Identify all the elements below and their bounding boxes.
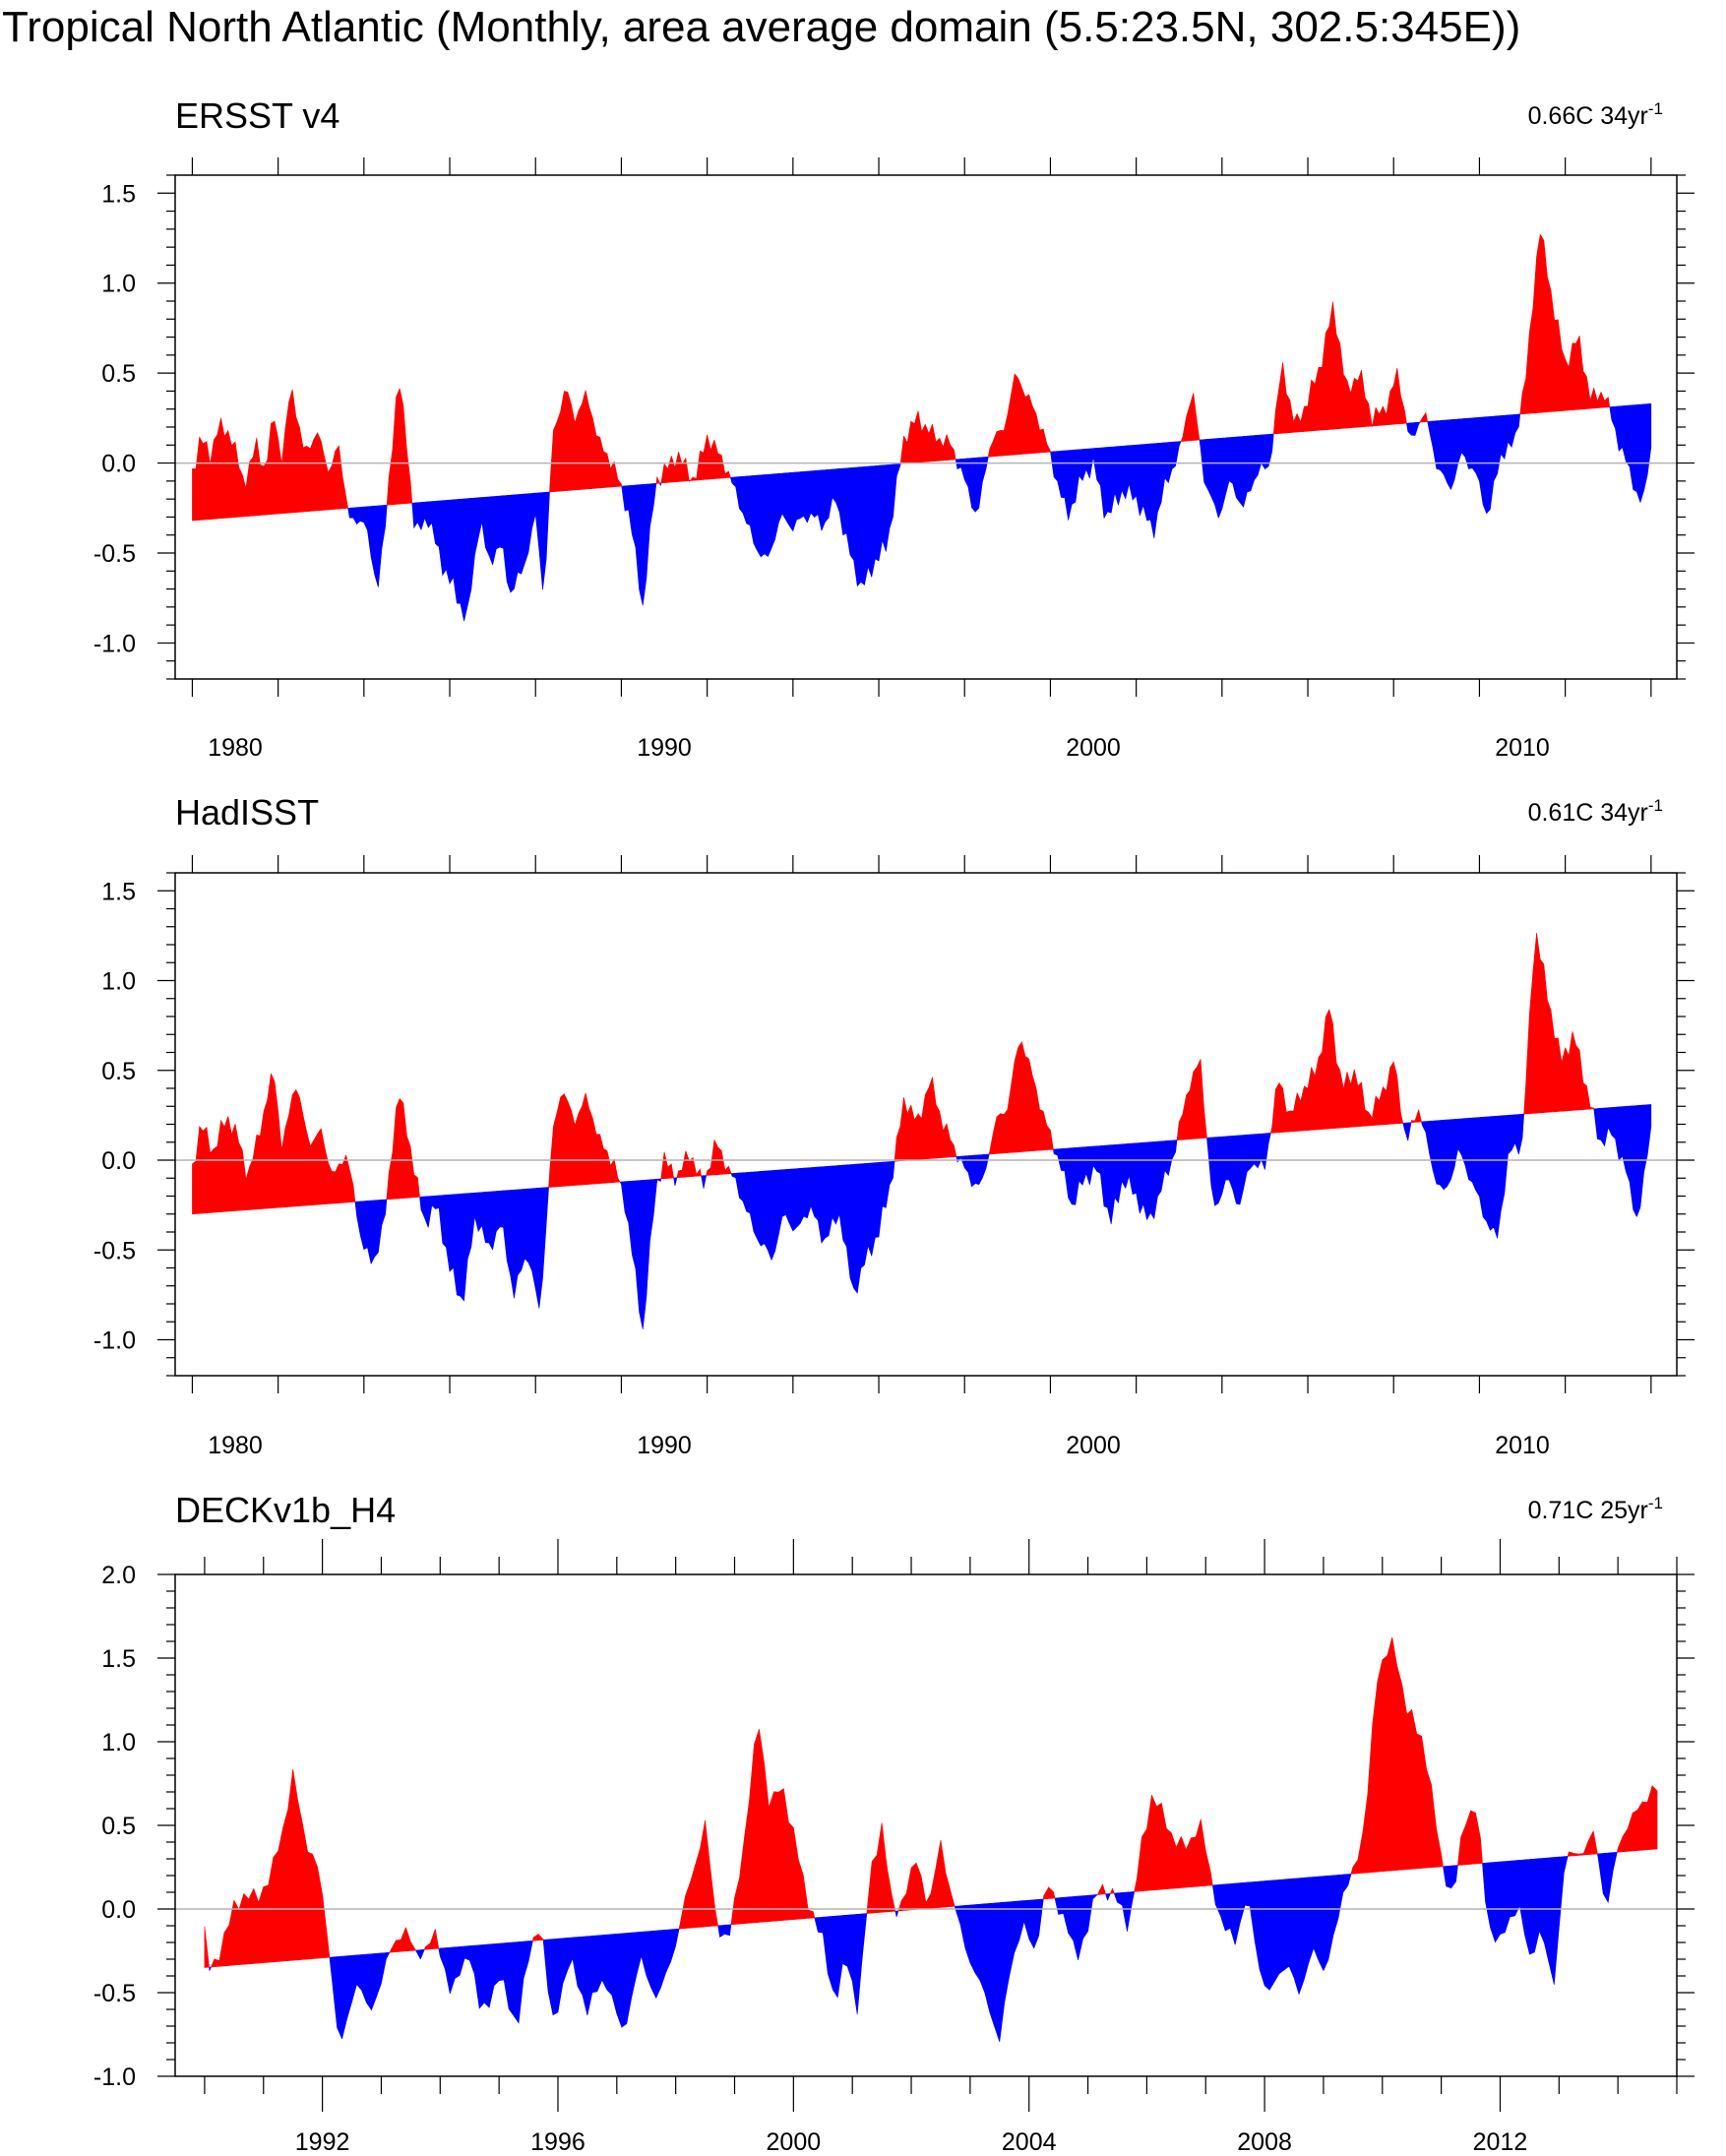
trend-label: 0.61C 34yr-1 — [1528, 796, 1663, 827]
y-tick-label: 0.0 — [101, 451, 136, 478]
y-tick-label: -0.5 — [93, 540, 136, 568]
y-tick-label: 2.0 — [101, 1562, 136, 1589]
figure-title: Tropical North Atlantic (Monthly, area a… — [2, 3, 1520, 51]
chart-panel-2: HadISST 0.61C 34yr-1 -1.0 -0.5 0.0 0.5 1.0 1.5 1… — [93, 792, 1695, 1459]
x-tick-label: 1992 — [295, 2128, 350, 2156]
panel-title: HadISST — [175, 792, 319, 832]
x-tick-label: 1990 — [637, 1432, 692, 1459]
y-tick-label: -1.0 — [93, 630, 136, 657]
x-tick-label: 1996 — [530, 2128, 586, 2156]
y-tick-label: 0.0 — [101, 1896, 136, 1924]
panel-title: DECKv1b_H4 — [175, 1490, 396, 1530]
trend-label: 0.66C 34yr-1 — [1528, 99, 1663, 130]
x-tick-label: 2004 — [1002, 2128, 1057, 2156]
chart-panel-3: DECKv1b_H4 0.71C 25yr-1 -1.0 -0.5 0.0 0.5 1.0 1… — [93, 1490, 1695, 2156]
y-tick-label: 1.0 — [101, 271, 136, 298]
panel-title: ERSST v4 — [175, 95, 339, 136]
x-tick-label: 2010 — [1495, 1432, 1550, 1459]
x-tick-label: 1990 — [637, 734, 692, 762]
x-tick-label: 2000 — [1066, 1432, 1121, 1459]
y-tick-label: 0.5 — [101, 1058, 136, 1085]
positive-anomaly-area — [204, 1636, 1658, 1968]
y-tick-label: -1.0 — [93, 2064, 136, 2091]
y-tick-label: 0.5 — [101, 360, 136, 388]
x-tick-label: 1980 — [208, 1432, 263, 1459]
trend-exponent: -1 — [1648, 1494, 1663, 1512]
x-tick-label: 2010 — [1495, 734, 1550, 762]
negative-anomaly-area — [209, 1851, 1618, 2043]
y-tick-label: 0.5 — [101, 1813, 136, 1840]
y-tick-label: -0.5 — [93, 1237, 136, 1264]
y-tick-label: 1.5 — [101, 180, 136, 208]
x-tick-label: 1980 — [208, 734, 263, 762]
trend-label: 0.71C 25yr-1 — [1528, 1494, 1663, 1524]
trend-value: 0.71C 25yr — [1528, 1497, 1648, 1524]
x-tick-label: 2012 — [1473, 2128, 1528, 2156]
y-tick-label: 0.0 — [101, 1147, 136, 1175]
panels: ERSST v4 0.66C 34yr-1-1.0-0.50.00.51.01.5… — [93, 95, 1695, 2156]
chart-panel-1: ERSST v4 0.66C 34yr-1 -1.0 -0.5 0.0 0.5 1.0 1.5… — [93, 95, 1695, 762]
positive-anomaly-area — [192, 932, 1595, 1215]
x-tick-label: 2008 — [1237, 2128, 1292, 2156]
y-tick-label: -1.0 — [93, 1327, 136, 1355]
y-tick-label: 1.5 — [101, 878, 136, 905]
trend-exponent: -1 — [1648, 796, 1663, 815]
trend-exponent: -1 — [1648, 99, 1663, 118]
y-tick-label: -0.5 — [93, 1980, 136, 2007]
trend-value: 0.61C 34yr — [1528, 799, 1648, 827]
x-tick-label: 2000 — [767, 2128, 822, 2156]
negative-anomaly-area — [354, 1104, 1652, 1329]
y-tick-label: 1.0 — [101, 1729, 136, 1756]
y-tick-label: 1.5 — [101, 1645, 136, 1673]
trend-value: 0.66C 34yr — [1528, 102, 1648, 130]
y-tick-label: 1.0 — [101, 968, 136, 996]
x-tick-label: 2000 — [1066, 734, 1121, 762]
